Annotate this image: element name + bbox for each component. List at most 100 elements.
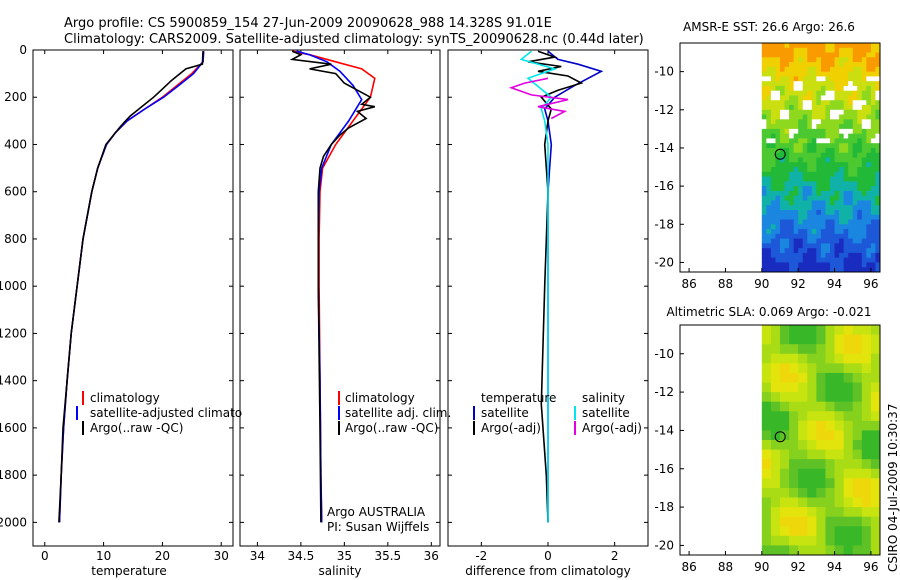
map-cell (775, 229, 781, 235)
map-cell (789, 325, 799, 335)
map-cell (820, 157, 826, 163)
map-cell (761, 105, 767, 111)
map-cell (761, 401, 772, 412)
map-cell (843, 181, 849, 187)
map-cell (793, 195, 799, 201)
map-cell (793, 90, 799, 96)
map-cell (770, 238, 776, 244)
map-cell (766, 238, 772, 244)
map-cell (780, 138, 785, 144)
map-cell (820, 114, 826, 120)
map-x-tick-label: 96 (863, 560, 878, 574)
map-cell (857, 62, 863, 68)
map-cell (870, 171, 876, 177)
map-cell (848, 219, 854, 225)
map-cell (780, 47, 785, 53)
map-cell (811, 124, 817, 130)
map-cell (848, 57, 854, 63)
map-cell (780, 152, 785, 158)
map-cell (843, 363, 854, 374)
map-cell (870, 535, 881, 546)
map-cell (766, 190, 772, 197)
map-cell (798, 267, 804, 273)
map-cell (834, 545, 845, 556)
map-cell (839, 195, 845, 201)
map-cell (780, 128, 785, 135)
map-cell (761, 181, 767, 187)
map-cell (789, 200, 795, 206)
map-cell (793, 186, 799, 192)
map-cell (798, 119, 804, 125)
map-cell (852, 105, 858, 111)
map-cell (848, 233, 854, 239)
map-cell (780, 71, 785, 77)
map-cell (857, 114, 863, 120)
map-cell (834, 334, 845, 345)
map-cell (820, 152, 826, 158)
sst-map-title: AMSR-E SST: 26.6 Argo: 26.6 (683, 20, 855, 34)
map-cell (816, 109, 822, 115)
map-cell (807, 248, 813, 254)
map-cell (857, 171, 863, 177)
map-cell (780, 411, 790, 422)
map-cell (780, 100, 785, 106)
map-cell (793, 257, 799, 263)
argo-program-label: Argo AUSTRALIA (327, 505, 426, 519)
map-cell (825, 205, 831, 211)
map-cell (789, 545, 799, 556)
map-cell (770, 85, 776, 92)
map-cell (811, 71, 817, 77)
map-cell (807, 401, 817, 412)
map-cell (870, 478, 881, 489)
map-cell (825, 176, 831, 182)
map-cell (802, 66, 808, 73)
map-cell (807, 449, 817, 460)
map-cell (857, 262, 863, 268)
map-cell (807, 392, 817, 403)
map-cell (825, 171, 831, 177)
map-cell (770, 219, 776, 225)
map-cell (807, 128, 813, 135)
map-cell (784, 47, 790, 53)
map-cell (811, 224, 817, 230)
map-cell (830, 252, 835, 259)
map-cell (793, 138, 799, 144)
map-cell (852, 526, 863, 537)
sst-map-ticks: 86 88 90 92 94 96-10-12-14-16-18-20 (654, 65, 878, 291)
map-cell (775, 90, 781, 96)
map-cell (820, 219, 826, 225)
map-cell (825, 353, 835, 364)
map-cell (793, 209, 799, 216)
map-cell (761, 353, 772, 364)
map-cell (839, 105, 845, 111)
map-cell (816, 325, 826, 335)
map-cell (807, 224, 813, 230)
map-y-tick-label: -10 (654, 347, 674, 361)
map-cell (857, 76, 863, 82)
map-cell (834, 497, 845, 508)
map-cell (789, 430, 799, 441)
map-cell (807, 195, 813, 201)
map-cell (861, 516, 872, 527)
map-cell (802, 229, 808, 235)
map-cell (848, 76, 854, 82)
legend-label-temp-satellite: satellite (481, 406, 529, 420)
map-cell (789, 449, 799, 460)
map-y-tick-label: -12 (654, 385, 674, 399)
map-cell (789, 105, 795, 111)
y-tick-label: 1600 (0, 421, 27, 435)
map-cell (834, 195, 840, 201)
map-cell (793, 214, 799, 220)
map-cell (789, 219, 795, 225)
map-cell (866, 229, 872, 235)
map-cell (825, 66, 831, 73)
map-cell (825, 186, 831, 192)
map-cell (811, 262, 817, 268)
map-cell (848, 238, 854, 244)
map-cell (825, 257, 831, 263)
map-cell (807, 420, 817, 431)
map-cell (807, 459, 817, 470)
map-cell (875, 147, 881, 154)
map-cell (807, 100, 813, 106)
map-cell (816, 147, 822, 154)
